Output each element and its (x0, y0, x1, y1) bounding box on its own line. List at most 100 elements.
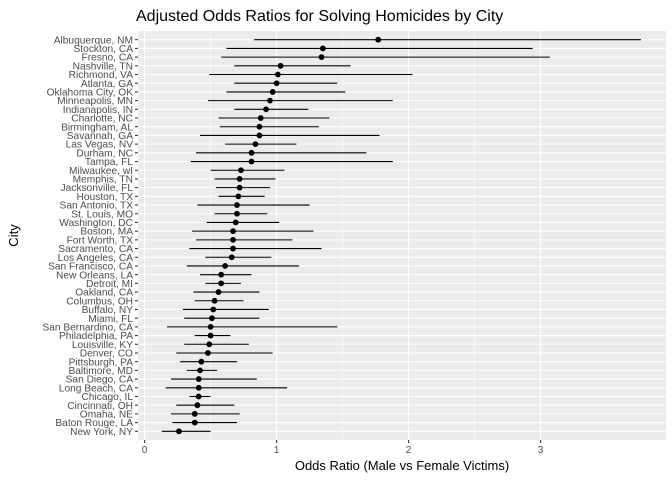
data-point (318, 54, 325, 61)
data-point (205, 350, 211, 356)
y-tick-label: San Antonio, TX (60, 201, 134, 212)
y-tick-label: Miami, FL (88, 314, 133, 325)
data-point (209, 315, 215, 322)
y-tick-label: St. Louis, MO (71, 209, 133, 220)
data-point (211, 297, 218, 304)
y-tick-label: Milwaukee, wI (69, 166, 133, 177)
data-point (234, 202, 240, 208)
y-tick-label: Indianapolis, IN (63, 105, 133, 116)
y-tick-label: Columbus, OH (66, 296, 133, 307)
y-tick-label: New Orleans, LA (56, 270, 133, 281)
data-point (236, 176, 243, 182)
x-tick-label: 2 (406, 445, 412, 456)
y-tick-label: Stockton, CA (74, 44, 134, 55)
y-tick-label: Fort Worth, TX (67, 235, 134, 246)
plot-panel (138, 31, 666, 440)
y-tick-label: Pittsburgh, PA (69, 357, 134, 368)
y-tick-label: Chicago, IL (81, 392, 133, 403)
data-point (195, 384, 202, 391)
y-tick-label: Long Beach, CA (59, 383, 133, 394)
y-tick-label: Durham, NC (76, 148, 133, 159)
y-tick-label: Washington, DC (59, 218, 133, 229)
data-point (263, 106, 269, 113)
data-point (198, 358, 205, 365)
data-point (234, 210, 240, 217)
y-tick-label: Tampa, FL (85, 157, 133, 168)
y-tick-label: San Bernardino, CA (42, 322, 133, 333)
data-point (236, 184, 243, 191)
y-tick-label: Savannah, GA (67, 131, 133, 142)
y-tick-label: Boston, MA (80, 227, 133, 238)
data-point (375, 36, 382, 43)
data-point (319, 45, 326, 52)
x-tick-label: 1 (274, 445, 280, 456)
y-tick-label: San Francisco, CA (48, 262, 133, 273)
data-point (206, 341, 213, 348)
data-point (191, 410, 198, 417)
y-tick-label: Denver, CO (80, 349, 133, 360)
y-tick-label: Nashville, TN (73, 61, 133, 72)
data-point (277, 62, 284, 69)
data-point (230, 228, 236, 235)
y-tick-label: Atlanta, GA (81, 79, 133, 90)
data-point (215, 289, 222, 295)
y-tick-label: Memphis, TN (73, 175, 133, 186)
data-point (248, 158, 255, 165)
y-axis-title: City (6, 224, 21, 247)
data-point (218, 280, 225, 287)
y-tick-label: Houston, TX (77, 192, 134, 203)
y-tick-label: Baton Rouge, LA (55, 418, 133, 429)
y-tick-label: Buffalo, NY (82, 305, 134, 316)
data-point (269, 89, 276, 95)
data-point (191, 419, 198, 426)
y-tick-label: Cincinnati, OH (67, 401, 133, 412)
y-tick-label: Omaha, NE (80, 409, 133, 420)
x-axis-ticks: 0 1 2 3 (142, 440, 544, 456)
data-point (194, 402, 201, 409)
data-point (222, 263, 229, 269)
data-point (210, 306, 217, 313)
y-tick-label: Oakland, CA (75, 288, 133, 299)
y-tick-label: Birmingham, AL (61, 122, 133, 133)
data-point (267, 97, 273, 104)
y-tick-label: Sacramento, CA (58, 244, 133, 255)
y-tick-label: New York, NY (70, 427, 133, 438)
y-tick-label: Louisville, KY (72, 340, 133, 351)
data-point (207, 332, 214, 339)
data-point (218, 271, 225, 278)
data-point (207, 323, 214, 330)
x-tick-label: 3 (538, 445, 544, 456)
data-point (238, 167, 244, 174)
y-tick-label: San Diego, CA (66, 375, 134, 386)
data-point (257, 115, 264, 121)
data-point (235, 193, 242, 200)
data-point (256, 132, 263, 139)
y-tick-label: Richmond, VA (69, 70, 134, 81)
chart-title: Adjusted Odds Ratios for Solving Homicid… (136, 8, 503, 25)
data-point (275, 71, 281, 78)
data-point (248, 149, 255, 156)
data-point (230, 236, 236, 243)
x-tick-label: 0 (142, 445, 148, 456)
y-tick-label: Philadelphia, PA (59, 331, 133, 342)
data-point (195, 376, 202, 382)
data-point (230, 245, 236, 252)
y-tick-label: Charlotte, NC (71, 114, 133, 125)
y-tick-label: Las Vegas, NV (66, 140, 134, 151)
data-point (176, 428, 182, 435)
y-tick-label: Los Angeles, CA (58, 253, 134, 264)
data-point (273, 80, 280, 87)
y-tick-label: Albuquerque, NM (54, 35, 133, 46)
data-point (195, 393, 202, 400)
y-tick-label: Minneapolis, MN (57, 96, 133, 107)
y-tick-label: Detroit, MI (86, 279, 133, 290)
y-tick-label: Baltimore, MD (68, 366, 133, 377)
data-marks (161, 36, 641, 435)
x-axis-title: Odds Ratio (Male vs Female Victims) (295, 458, 509, 473)
y-tick-label: Oklahoma City, OK (47, 88, 134, 99)
data-point (228, 254, 235, 261)
data-point (232, 219, 239, 226)
data-point (252, 141, 259, 148)
